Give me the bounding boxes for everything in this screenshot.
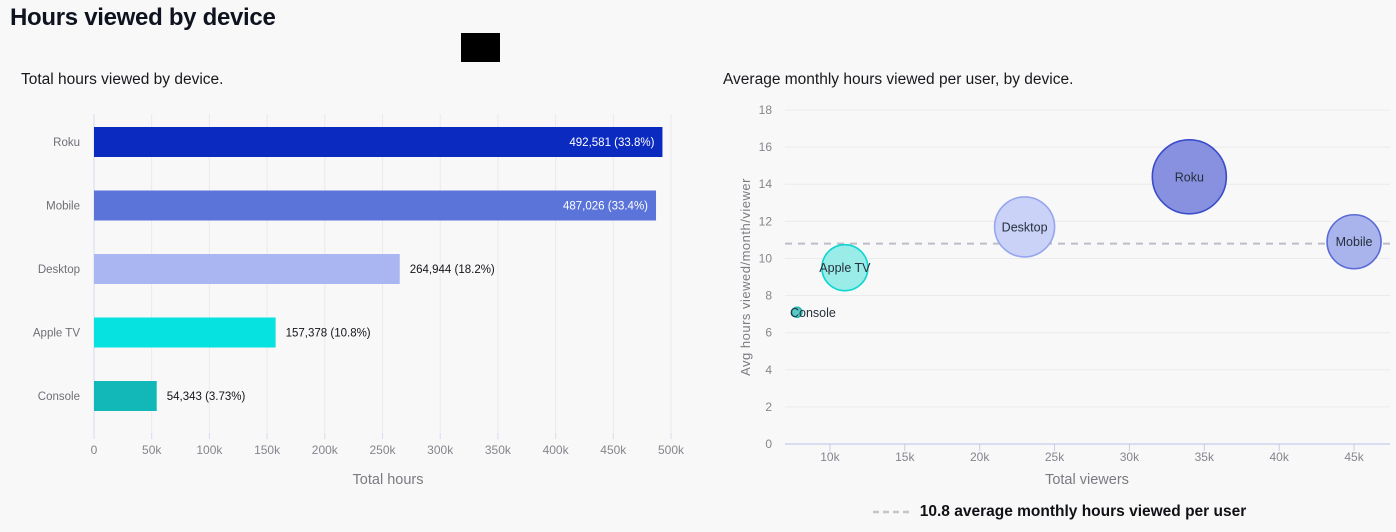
dashed-line-icon: [872, 510, 911, 514]
bubble-label: Mobile: [1336, 235, 1373, 249]
bubble-chart-x-tick-label: 40k: [1270, 450, 1290, 464]
bar-chart-x-tick-label: 450k: [600, 443, 627, 457]
bar-value-label: 492,581 (33.8%): [569, 137, 654, 149]
bar-chart-subtitle: Total hours viewed by device.: [21, 71, 224, 88]
bar-category-label: Desktop: [38, 264, 80, 276]
bubble-label: Apple TV: [819, 261, 871, 275]
bar-chart-x-tick-label: 250k: [369, 443, 396, 457]
bubble-chart-y-tick-label: 16: [759, 140, 773, 154]
bar-value-label: 264,944 (18.2%): [410, 264, 495, 276]
bubble-chart-x-tick-label: 10k: [820, 450, 840, 464]
bubble-chart-y-tick-label: 4: [765, 363, 772, 377]
bar-chart-x-tick-label: 100k: [196, 443, 223, 457]
bubble-chart-y-tick-label: 6: [765, 326, 772, 340]
bar-category-label: Mobile: [46, 201, 80, 213]
bar-category-label: Roku: [53, 137, 80, 149]
bar-chart-x-axis-title: Total hours: [353, 472, 424, 488]
bubble-roku: [1151, 139, 1228, 215]
bubble-chart-y-tick-label: 8: [765, 289, 772, 303]
bubble-mobile: [1326, 213, 1382, 270]
bar-chart-x-tick-label: 500k: [658, 443, 685, 457]
bar-roku: [94, 127, 663, 157]
avg-hours-bubble-chart: 0 2 4 6 8 10 12 14 16 18 10k 15k 20k 25k 30k 35k 40k 45k C…: [738, 103, 1390, 488]
bar-chart-x-tick-label: 50k: [142, 443, 162, 457]
bar-category-label: Console: [38, 391, 80, 403]
page-title: Hours viewed by device: [10, 4, 276, 31]
bubble-chart-y-axis-title: Avg hours viewed/month/viewer: [738, 178, 753, 376]
bar-console: [94, 381, 157, 411]
bar-category-label: Apple TV: [33, 328, 80, 340]
bubble-apple-tv: [821, 243, 869, 292]
black-rectangle: [461, 33, 500, 62]
bubble-label: Roku: [1175, 170, 1204, 184]
bar-value-label: 487,026 (33.4%): [563, 201, 648, 213]
reference-line-legend-label: 10.8 average monthly hours viewed per us…: [919, 503, 1247, 520]
bar-chart-x-tick-label: 300k: [427, 443, 454, 457]
bubble-chart-x-tick-label: 30k: [1120, 450, 1140, 464]
bubble-label: Console: [790, 306, 836, 320]
bar-apple-tv: [94, 317, 276, 348]
bar-mobile: [94, 190, 657, 221]
bubble-chart-x-tick-label: 15k: [895, 450, 915, 464]
bar-chart-x-tick-label: 350k: [485, 443, 512, 457]
bar-chart-x-tick-label: 150k: [254, 443, 281, 457]
bubble-chart-x-tick-label: 45k: [1344, 450, 1364, 464]
bubble-chart-y-tick-label: 10: [759, 251, 773, 265]
bubble-chart-x-tick-label: 35k: [1195, 450, 1215, 464]
bubble-chart-y-tick-label: 2: [765, 400, 772, 414]
bubble-console: [791, 306, 803, 319]
bubble-chart-subtitle: Average monthly hours viewed per user, b…: [723, 71, 1074, 88]
bubble-chart-x-tick-label: 25k: [1045, 450, 1065, 464]
bar-desktop: [94, 254, 400, 284]
bubble-chart-y-tick-label: 18: [759, 103, 773, 117]
bubble-chart-y-tick-label: 0: [765, 437, 772, 451]
bubble-chart-x-tick-label: 20k: [970, 450, 990, 464]
bubble-chart-y-tick-label: 14: [759, 177, 773, 191]
bubble-chart-y-tick-label: 12: [759, 214, 773, 228]
bubble-desktop: [993, 196, 1056, 258]
bar-value-label: 157,378 (10.8%): [286, 328, 371, 340]
bar-chart-x-tick-label: 400k: [543, 443, 570, 457]
bar-value-label: 54,343 (3.73%): [167, 391, 246, 403]
total-hours-bar-chart: 0 50k 100k 150k 200k 250k 300k 350k 400k 450k 500k…: [33, 114, 685, 488]
bar-chart-x-tick-label: 0: [91, 443, 98, 457]
reference-line-legend: 10.8 average monthly hours viewed per us…: [723, 503, 1396, 521]
bar-chart-x-tick-label: 200k: [312, 443, 339, 457]
bubble-chart-x-axis-title: Total viewers: [1045, 472, 1129, 488]
bubble-label: Desktop: [1002, 220, 1048, 234]
